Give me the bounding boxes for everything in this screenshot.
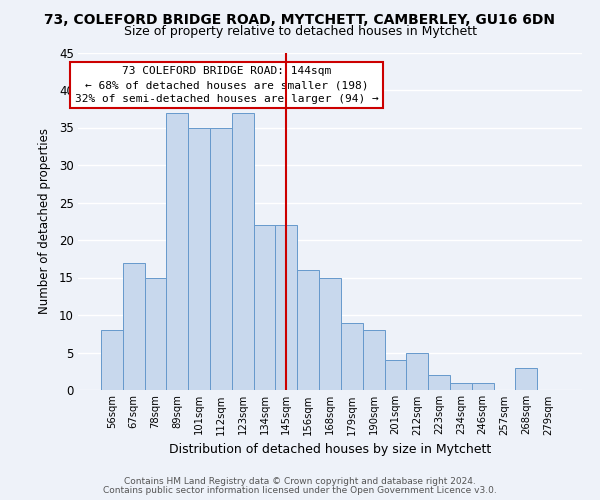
Bar [210,128,232,390]
Bar [406,352,428,390]
Text: Contains HM Land Registry data © Crown copyright and database right 2024.: Contains HM Land Registry data © Crown c… [124,477,476,486]
Bar [341,322,363,390]
Text: Size of property relative to detached houses in Mytchett: Size of property relative to detached ho… [124,25,476,38]
Bar [297,270,319,390]
Bar [123,262,145,390]
Bar [472,382,494,390]
Bar [319,278,341,390]
Bar [385,360,406,390]
Bar [188,128,210,390]
Bar [515,368,537,390]
Bar [450,382,472,390]
Bar [275,225,297,390]
Bar [428,375,450,390]
Text: 73 COLEFORD BRIDGE ROAD: 144sqm
← 68% of detached houses are smaller (198)
32% o: 73 COLEFORD BRIDGE ROAD: 144sqm ← 68% of… [75,66,379,104]
Bar [232,112,254,390]
Bar [166,112,188,390]
X-axis label: Distribution of detached houses by size in Mytchett: Distribution of detached houses by size … [169,443,491,456]
Bar [363,330,385,390]
Text: 73, COLEFORD BRIDGE ROAD, MYTCHETT, CAMBERLEY, GU16 6DN: 73, COLEFORD BRIDGE ROAD, MYTCHETT, CAMB… [44,12,556,26]
Text: Contains public sector information licensed under the Open Government Licence v3: Contains public sector information licen… [103,486,497,495]
Bar [101,330,123,390]
Bar [145,278,166,390]
Bar [254,225,275,390]
Y-axis label: Number of detached properties: Number of detached properties [38,128,50,314]
